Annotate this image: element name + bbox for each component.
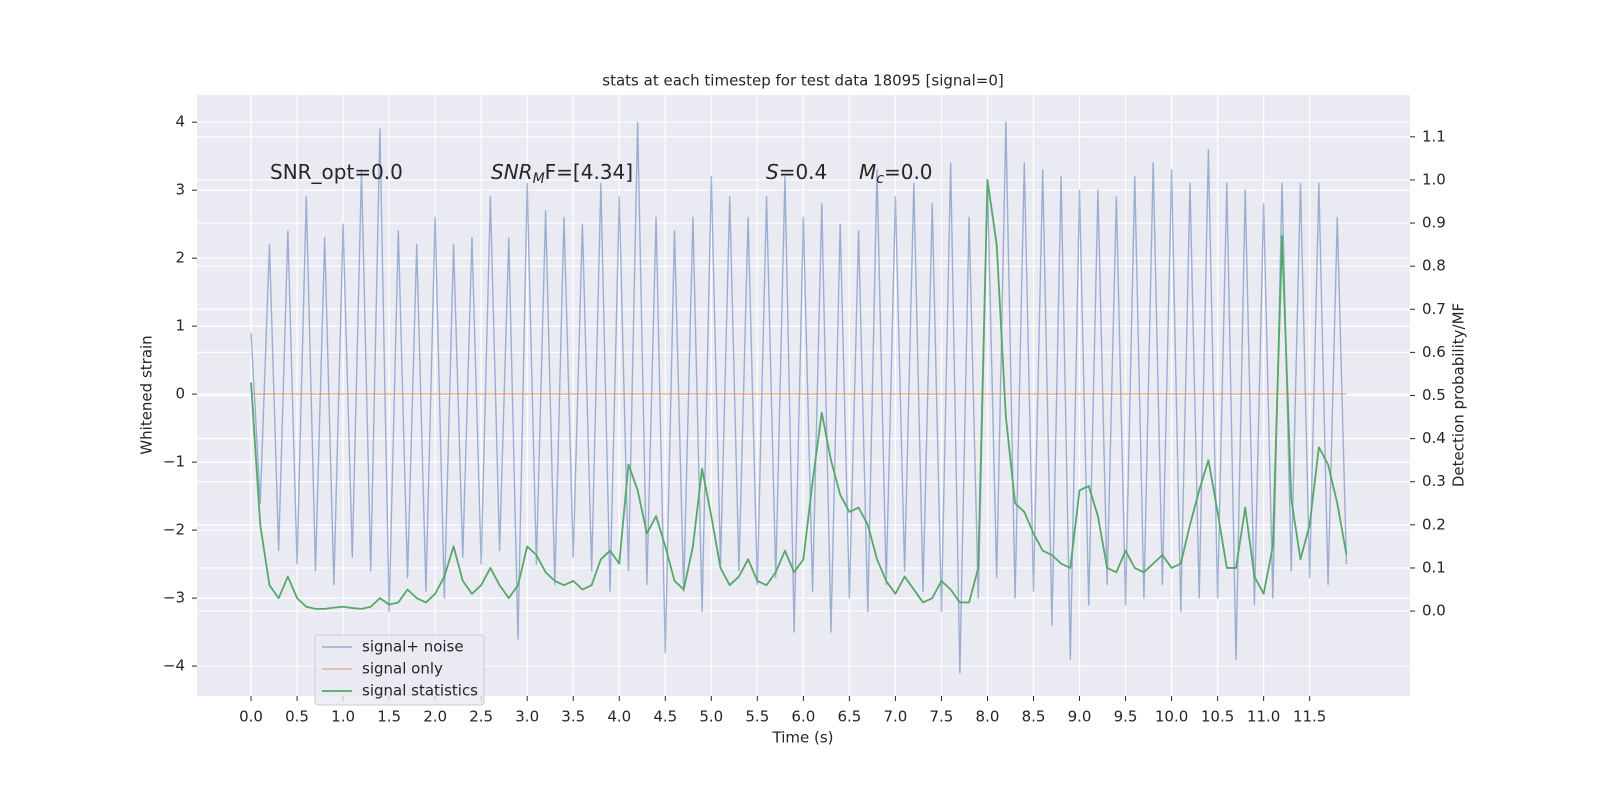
legend-label: signal+ noise bbox=[362, 638, 464, 656]
annotation-subscript: M bbox=[533, 171, 545, 187]
y2-tick-label: 0.1 bbox=[1422, 558, 1446, 576]
x-tick-label: 1.0 bbox=[331, 708, 355, 726]
x-tick-label: 10.0 bbox=[1155, 708, 1188, 726]
x-tick-label: 5.5 bbox=[745, 708, 769, 726]
y2-tick-label: 0.3 bbox=[1422, 472, 1446, 490]
x-tick-label: 3.0 bbox=[515, 708, 539, 726]
x-tick-label: 6.0 bbox=[791, 708, 815, 726]
annotation-text: F=[4.34] bbox=[545, 160, 633, 184]
y2-tick-label: 0.5 bbox=[1422, 386, 1446, 404]
y2-tick-label: 0.4 bbox=[1422, 429, 1446, 447]
y2-tick-label: 0.8 bbox=[1422, 257, 1446, 275]
x-tick-label: 10.5 bbox=[1201, 708, 1234, 726]
annotation-text: =0.4 bbox=[779, 160, 828, 184]
series-line bbox=[250, 121, 1348, 674]
y2-tick-label: 1.1 bbox=[1422, 127, 1446, 145]
x-tick-label: 8.0 bbox=[976, 708, 1000, 726]
annotation: SNRMF=[4.34] bbox=[491, 160, 633, 188]
y-axis-label: Whitened strain bbox=[138, 335, 156, 454]
x-tick-label: 0.5 bbox=[285, 708, 309, 726]
legend: signal+ noise signal only signal statistic… bbox=[314, 634, 485, 706]
annotation: SNR_opt=0.0 bbox=[270, 160, 403, 184]
annotation-text: SNR_opt=0.0 bbox=[270, 160, 403, 184]
annotation-text: SNR bbox=[491, 160, 533, 184]
y-tick-label: 2 bbox=[175, 249, 185, 267]
x-tick-label: 4.0 bbox=[607, 708, 631, 726]
legend-box bbox=[314, 634, 485, 706]
x-tick-label: 0.0 bbox=[239, 708, 263, 726]
y-tick-label: 0 bbox=[175, 385, 185, 403]
annotation-text: =0.0 bbox=[884, 160, 933, 184]
annotation-subscript: c bbox=[876, 171, 884, 187]
x-tick-label: 11.5 bbox=[1293, 708, 1326, 726]
annotation-text: M bbox=[859, 160, 876, 184]
x-tick-label: 1.5 bbox=[377, 708, 401, 726]
x-tick-label: 7.0 bbox=[883, 708, 907, 726]
y-tick-label: −2 bbox=[163, 521, 185, 539]
y2-axis-label: Detection probability/MF bbox=[1450, 303, 1468, 487]
x-tick-label: 5.0 bbox=[699, 708, 723, 726]
y2-tick-label: 1.0 bbox=[1422, 170, 1446, 188]
legend-label: signal only bbox=[362, 660, 443, 678]
y-tick-label: 1 bbox=[175, 317, 185, 335]
x-tick-label: 2.5 bbox=[469, 708, 493, 726]
y2-tick-label: 0.0 bbox=[1422, 602, 1446, 620]
series-line bbox=[250, 179, 1348, 610]
x-tick-label: 7.5 bbox=[930, 708, 954, 726]
x-tick-label: 6.5 bbox=[837, 708, 861, 726]
annotation: S=0.4 bbox=[766, 160, 827, 184]
legend-label: signal statistics bbox=[362, 682, 478, 700]
y-tick-label: 4 bbox=[175, 113, 185, 131]
y-tick-label: 3 bbox=[175, 181, 185, 199]
x-tick-label: 11.0 bbox=[1247, 708, 1280, 726]
y2-tick-label: 0.2 bbox=[1422, 515, 1446, 533]
x-tick-label: 9.5 bbox=[1114, 708, 1138, 726]
x-tick-label: 3.5 bbox=[561, 708, 585, 726]
chart-title: stats at each timestep for test data 180… bbox=[602, 72, 1003, 90]
annotation: Mc=0.0 bbox=[859, 160, 933, 188]
y-tick-label: −1 bbox=[163, 453, 185, 471]
x-tick-label: 8.5 bbox=[1022, 708, 1046, 726]
y2-tick-label: 0.6 bbox=[1422, 343, 1446, 361]
y-tick-label: −3 bbox=[163, 589, 185, 607]
x-tick-label: 2.0 bbox=[423, 708, 447, 726]
y-tick-label: −4 bbox=[163, 657, 185, 675]
annotation-text: S bbox=[766, 160, 779, 184]
x-tick-label: 4.5 bbox=[653, 708, 677, 726]
x-axis-label: Time (s) bbox=[772, 729, 834, 747]
y2-tick-label: 0.7 bbox=[1422, 300, 1446, 318]
y2-tick-label: 0.9 bbox=[1422, 214, 1446, 232]
x-tick-label: 9.0 bbox=[1068, 708, 1092, 726]
